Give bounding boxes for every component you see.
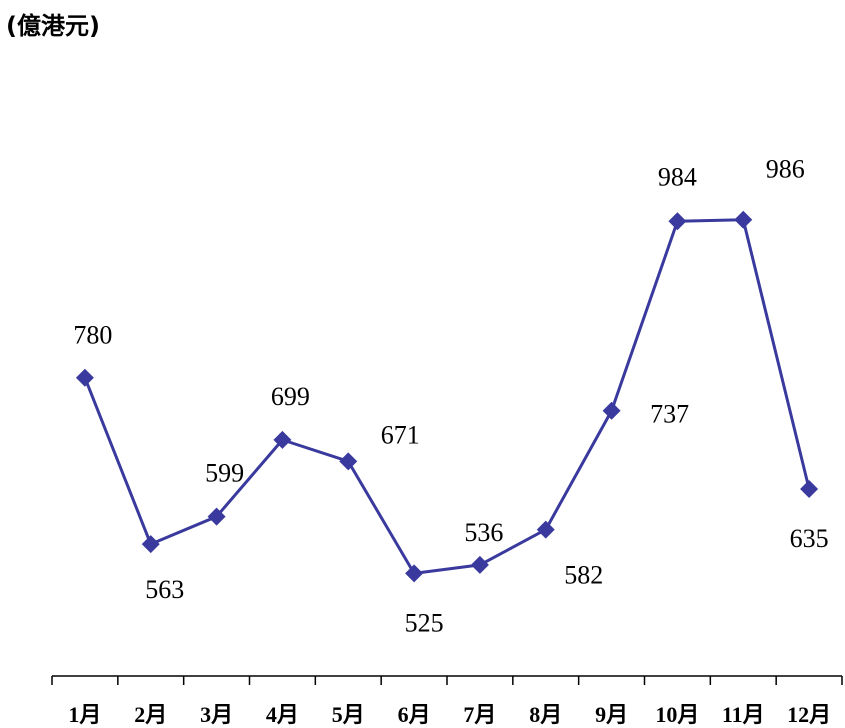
data-point-marker — [800, 479, 819, 498]
data-label: 984 — [658, 162, 697, 191]
data-label: 582 — [564, 561, 603, 590]
data-point-marker — [339, 452, 358, 471]
data-label: 599 — [205, 459, 244, 488]
x-tick-label: 4月 — [266, 702, 299, 727]
data-label: 699 — [271, 382, 310, 411]
data-label: 635 — [790, 524, 829, 553]
data-label: 536 — [464, 518, 503, 547]
data-point-marker — [75, 368, 94, 387]
x-tick-label: 5月 — [332, 702, 365, 727]
x-tick-label: 9月 — [595, 702, 628, 727]
series-line — [83, 218, 811, 575]
x-tick-label: 3月 — [200, 702, 233, 727]
data-point-marker — [141, 535, 160, 554]
data-point-marker — [273, 430, 292, 449]
data-label: 671 — [381, 420, 420, 449]
data-point-marker — [668, 212, 687, 231]
data-label-layer: 780 563 599 699 671 525 536 582 737 984 986 635 — [73, 155, 828, 638]
series-line-layer — [83, 218, 811, 575]
data-point-marker — [602, 401, 621, 420]
x-tick-label: 1月 — [68, 702, 101, 727]
x-tick-label: 2月 — [134, 702, 167, 727]
data-label: 737 — [650, 400, 689, 429]
data-label: 525 — [405, 608, 444, 637]
data-point-marker — [207, 507, 226, 526]
x-tick-label: 8月 — [529, 702, 562, 727]
x-tick-label: 6月 — [398, 702, 431, 727]
data-point-marker — [405, 564, 424, 583]
x-tick-label: 12月 — [787, 702, 831, 727]
data-point-marker — [536, 520, 555, 539]
data-point-marker — [734, 210, 753, 229]
x-tick-label: 11月 — [722, 702, 765, 727]
data-label: 986 — [766, 155, 805, 184]
x-tick-label: 7月 — [463, 702, 496, 727]
x-axis — [51, 675, 843, 685]
x-tick-label: 10月 — [655, 702, 699, 727]
series-marker-layer — [75, 210, 819, 583]
unit-label: (億港元) — [6, 12, 100, 40]
x-tick-label-layer: 1月 2月 3月 4月 5月 6月 7月 8月 9月 10月 11月 12月 — [68, 702, 831, 727]
data-label: 780 — [73, 321, 112, 350]
data-point-marker — [470, 555, 489, 574]
data-label: 563 — [145, 575, 184, 604]
